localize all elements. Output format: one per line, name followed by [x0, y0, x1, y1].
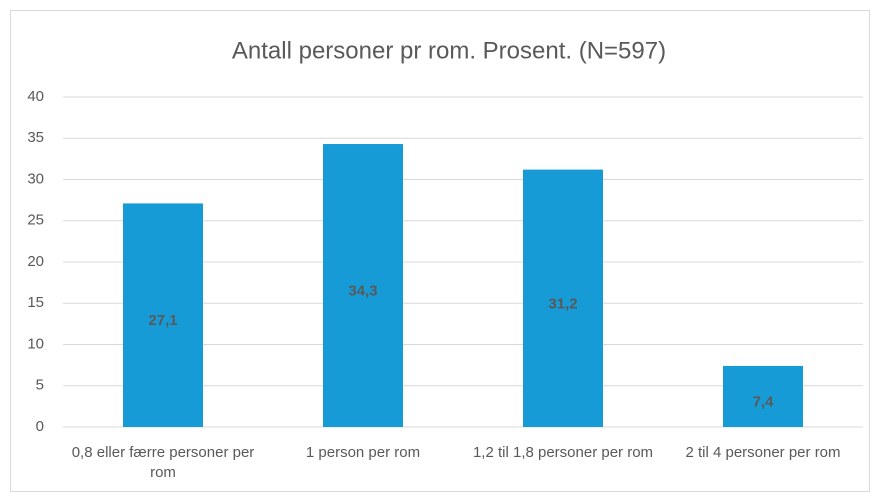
data-label: 31,2: [548, 295, 577, 312]
y-tick-label: 10: [27, 335, 44, 352]
bar: [123, 203, 203, 427]
y-tick-label: 35: [27, 129, 44, 146]
y-tick-label: 5: [36, 377, 44, 394]
data-label: 27,1: [148, 312, 177, 329]
x-tick-label: 2 til 4 personer per rom: [685, 444, 841, 461]
y-tick-label: 40: [27, 88, 44, 105]
data-label: 7,4: [753, 393, 775, 410]
data-label: 34,3: [348, 282, 377, 299]
y-tick-label: 30: [27, 170, 44, 187]
bar: [723, 365, 803, 427]
x-tick-label: 1,2 til 1,8 personer per rom: [472, 444, 654, 461]
x-tick-label: 0,8 eller færre personer per rom: [71, 444, 255, 481]
bar: [323, 144, 403, 427]
bar: [523, 169, 603, 427]
y-tick-label: 25: [27, 212, 44, 229]
x-tick-label: 1 person per rom: [305, 444, 421, 461]
y-tick-label: 15: [27, 294, 44, 311]
y-tick-label: 20: [27, 253, 44, 270]
chart-title: Antall personer pr rom. Prosent. (N=597): [232, 37, 666, 64]
y-tick-label: 0: [36, 418, 44, 435]
